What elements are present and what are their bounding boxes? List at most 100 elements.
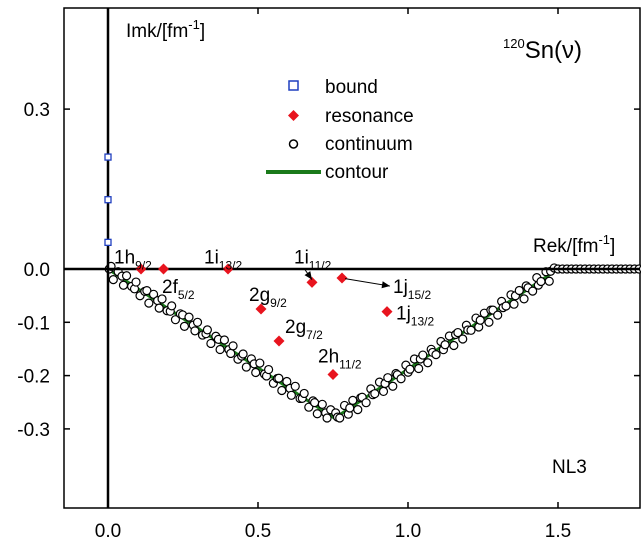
continuum-point bbox=[440, 340, 450, 350]
continuum-point bbox=[449, 340, 459, 351]
continuum-point bbox=[405, 364, 415, 374]
bound-point bbox=[104, 238, 112, 247]
legend-continuum-marker bbox=[288, 139, 299, 149]
state-label-main: 2g bbox=[285, 317, 306, 338]
continuum-point bbox=[335, 413, 345, 423]
continuum-point bbox=[142, 285, 152, 296]
continuum-point bbox=[238, 349, 248, 359]
state-label-sub: 13/2 bbox=[219, 259, 243, 273]
arrow-layer bbox=[304, 268, 391, 289]
continuum-point bbox=[418, 350, 428, 360]
resonance-layer bbox=[135, 263, 393, 381]
x-axis-label-exp: -1 bbox=[598, 232, 610, 247]
continuum-point bbox=[378, 386, 389, 397]
continuum-point bbox=[251, 367, 261, 378]
continuum-point bbox=[290, 381, 300, 391]
continuum-point bbox=[370, 389, 380, 399]
bound-point bbox=[104, 153, 112, 161]
continuum-point bbox=[144, 298, 154, 308]
y-tick-label: -0.1 bbox=[17, 313, 50, 334]
resonance-point bbox=[158, 263, 169, 275]
resonance-point bbox=[255, 303, 267, 315]
plot-frame bbox=[63, 7, 641, 509]
continuum-point bbox=[274, 373, 284, 383]
continuum-point bbox=[299, 388, 309, 399]
state-label: 1j13/2 bbox=[396, 304, 434, 329]
continuum-point bbox=[108, 275, 118, 285]
state-label-sub: 11/2 bbox=[339, 357, 362, 371]
continuum-point bbox=[361, 398, 371, 408]
x-axis-label-close: ] bbox=[610, 236, 615, 257]
state-label-main: 2g bbox=[249, 285, 270, 306]
legend-resonance-marker bbox=[288, 110, 299, 121]
continuum-point bbox=[215, 344, 225, 355]
y-tick-label: 0.0 bbox=[24, 260, 50, 281]
state-label-sub: 5/2 bbox=[178, 288, 195, 302]
resonance-point bbox=[381, 306, 393, 318]
continuum-point bbox=[190, 326, 200, 336]
state-label: 2h11/2 bbox=[318, 346, 362, 371]
continuum-point bbox=[475, 315, 485, 325]
y-axis-label: Imk/[fm-1] bbox=[126, 17, 205, 42]
y-axis-label-exp: -1 bbox=[188, 17, 200, 32]
state-label: 2g7/2 bbox=[285, 317, 323, 342]
continuum-point bbox=[383, 373, 393, 383]
continuum-point bbox=[453, 327, 463, 338]
continuum-point bbox=[219, 335, 230, 345]
bound-layer bbox=[104, 153, 112, 247]
continuum-point bbox=[501, 301, 511, 311]
state-label-sub: 11/2 bbox=[309, 259, 332, 273]
state-label: 1i13/2 bbox=[204, 248, 242, 273]
continuum-point bbox=[121, 271, 132, 281]
title-element: Sn(ν) bbox=[525, 37, 582, 64]
state-label-sub: 9/2 bbox=[270, 296, 287, 310]
continuum-point bbox=[264, 364, 274, 375]
continuum-point bbox=[514, 285, 524, 296]
state-label-sub: 9/2 bbox=[135, 259, 152, 273]
state-label: 1i11/2 bbox=[294, 248, 332, 273]
y-tick-label: -0.3 bbox=[17, 420, 50, 441]
state-label-main: 1i bbox=[204, 248, 219, 269]
state-label: 2f5/2 bbox=[162, 277, 195, 302]
continuum-point bbox=[544, 276, 554, 286]
x-tick-label: 0.5 bbox=[245, 521, 271, 542]
resonance-point bbox=[327, 369, 339, 381]
chart-title: 120Sn(ν) bbox=[503, 36, 582, 64]
continuum-point bbox=[170, 315, 181, 325]
state-label-main: 2h bbox=[318, 346, 339, 367]
continuum-point bbox=[277, 385, 287, 396]
continuum-point bbox=[118, 280, 129, 290]
legend-bound-marker bbox=[288, 80, 299, 91]
legend-resonance-label: resonance bbox=[325, 106, 414, 127]
y-tick-label: -0.2 bbox=[17, 367, 50, 388]
bound-point bbox=[104, 196, 112, 204]
continuum-point bbox=[536, 276, 546, 287]
continuum-point bbox=[396, 374, 406, 384]
annotation-arrowhead bbox=[381, 281, 390, 289]
resonance-point bbox=[306, 276, 318, 288]
continuum-point bbox=[388, 381, 398, 391]
state-label-main: 1i bbox=[294, 248, 309, 269]
continuum-point bbox=[179, 321, 190, 332]
continuum-point bbox=[192, 317, 203, 327]
continuum-point bbox=[493, 310, 503, 320]
continuum-point bbox=[167, 301, 177, 311]
continuum-point bbox=[131, 277, 141, 287]
continuum-point bbox=[466, 325, 476, 335]
state-label: 1j15/2 bbox=[393, 277, 431, 302]
state-label-main: 1j bbox=[393, 277, 408, 298]
continuum-point bbox=[148, 289, 159, 299]
model-label: NL3 bbox=[552, 457, 587, 478]
continuum-point bbox=[226, 348, 236, 359]
y-axis-label-main: Imk/[fm bbox=[126, 21, 188, 42]
y-axis-label-close: ] bbox=[200, 21, 205, 42]
state-label-main: 1j bbox=[396, 304, 411, 325]
state-label: 1h9/2 bbox=[114, 248, 152, 273]
resonance-point bbox=[273, 335, 285, 347]
annotation-arrowhead bbox=[304, 271, 312, 280]
continuum-point bbox=[317, 399, 327, 409]
continuum-point bbox=[528, 286, 538, 296]
legend: bound resonance continuum contour bbox=[266, 77, 414, 183]
